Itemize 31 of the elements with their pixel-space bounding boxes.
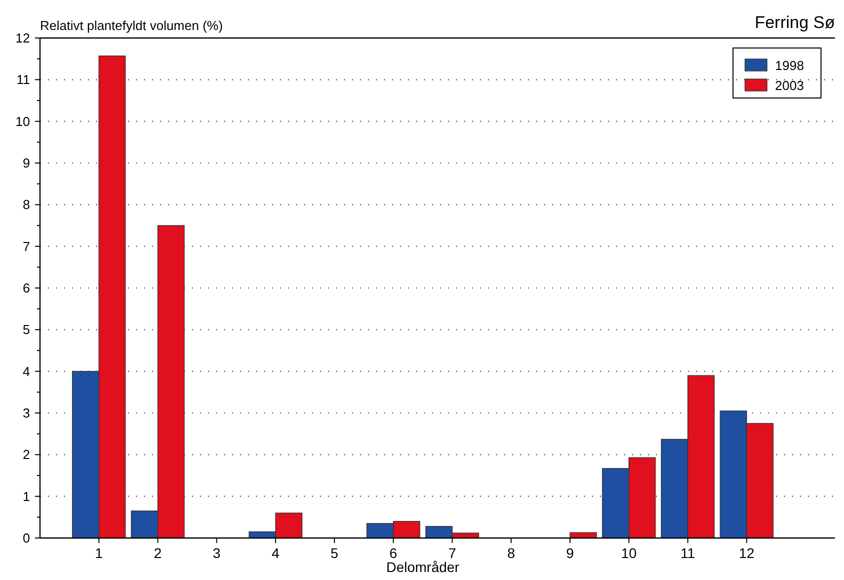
x-tick-label: 8 bbox=[507, 545, 516, 561]
x-axis-title: Delområder bbox=[386, 559, 460, 575]
y-tick-label: 6 bbox=[22, 280, 30, 296]
y-tick-label: 2 bbox=[22, 447, 30, 462]
x-tick-label: 2 bbox=[154, 545, 162, 561]
legend-label: 2003 bbox=[775, 78, 804, 93]
x-tick-label: 12 bbox=[738, 545, 755, 561]
y-tick-label: 12 bbox=[16, 30, 30, 46]
x-tick-label: 11 bbox=[680, 545, 696, 561]
chart-title: Ferring Sø bbox=[754, 13, 835, 32]
y-tick-label: 4 bbox=[22, 364, 30, 379]
y-tick-label: 7 bbox=[22, 238, 30, 254]
x-tick-label: 6 bbox=[389, 545, 398, 561]
x-tick-label: 10 bbox=[621, 545, 637, 561]
bar bbox=[570, 532, 597, 538]
x-tick-label: 1 bbox=[94, 545, 103, 561]
y-tick-label: 3 bbox=[22, 406, 30, 420]
y-tick-label: 11 bbox=[16, 72, 30, 88]
y-tick-label: 8 bbox=[22, 197, 30, 212]
x-tick-label: 4 bbox=[272, 545, 280, 561]
x-tick-label: 7 bbox=[448, 545, 456, 561]
x-tick-label: 3 bbox=[212, 545, 221, 561]
y-tick-label: 1 bbox=[22, 488, 30, 504]
x-tick-label: 5 bbox=[330, 545, 339, 561]
y-tick-label: 10 bbox=[16, 114, 30, 129]
legend-label: 1998 bbox=[775, 58, 804, 73]
y-tick-label: 5 bbox=[22, 322, 30, 338]
y-tick-label: 0 bbox=[22, 530, 30, 546]
y-axis-title: Relativt plantefyldt volumen (%) bbox=[40, 18, 223, 33]
x-tick-label: 9 bbox=[566, 545, 574, 561]
y-tick-label: 9 bbox=[22, 156, 30, 170]
